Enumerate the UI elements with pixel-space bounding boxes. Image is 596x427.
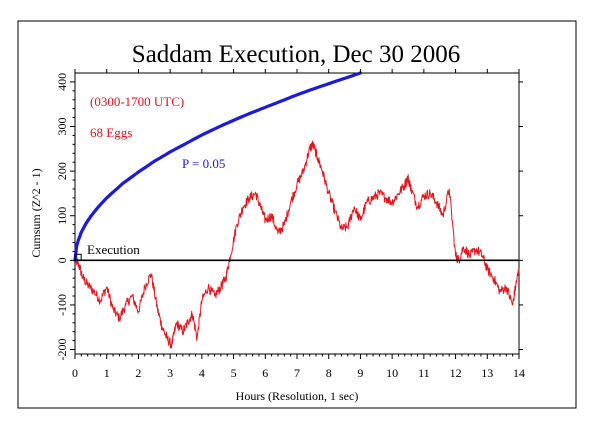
figure-frame (17, 20, 577, 409)
series-layer (73, 71, 520, 349)
x-tick-label: 11 (418, 366, 430, 380)
x-tick-label: 3 (167, 366, 173, 380)
time-window-annotation: (0300-1700 UTC) (90, 94, 184, 109)
cumsum-series-line (74, 140, 520, 349)
x-axis-label: Hours (Resolution, 1 sec) (236, 389, 359, 403)
x-tick-label: 1 (104, 366, 110, 380)
x-tick-label: 7 (294, 366, 300, 380)
x-tick-label: 5 (231, 366, 237, 380)
x-tick-label: 12 (450, 366, 462, 380)
y-tick-label: 200 (55, 162, 69, 180)
x-tick-label: 8 (326, 366, 332, 380)
p-envelope-series-line (73, 71, 362, 262)
p-value-annotation: P = 0.05 (182, 156, 225, 171)
y-axis: -200 -100 0 100 200 300 400 (55, 73, 523, 361)
chart-title: Saddam Execution, Dec 30 2006 (132, 41, 460, 68)
plot-frame (74, 72, 520, 355)
x-tick-label: 6 (262, 366, 268, 380)
y-tick-label: 300 (55, 118, 69, 136)
execution-marker (74, 253, 82, 261)
x-axis: 0 1 2 3 4 5 6 7 8 9 10 11 12 13 14 (72, 69, 525, 380)
execution-annotation: Execution (87, 242, 140, 257)
plot-area (73, 71, 520, 355)
y-tick-label: -200 (55, 339, 69, 361)
x-tick-label: 13 (481, 366, 493, 380)
y-tick-label: 100 (55, 207, 69, 225)
x-tick-label: 0 (72, 366, 78, 380)
x-tick-label: 14 (513, 366, 525, 380)
y-tick-label: 400 (55, 73, 69, 91)
y-tick-label: -100 (55, 294, 69, 316)
y-axis-label: Cumsum (Z^2 - 1) (29, 168, 43, 257)
eggs-annotation: 68 Eggs (90, 125, 132, 140)
x-tick-label: 9 (357, 366, 363, 380)
x-tick-label: 4 (199, 366, 205, 380)
x-tick-label: 10 (386, 366, 398, 380)
x-tick-label: 2 (135, 366, 141, 380)
y-tick-label: 0 (55, 257, 69, 263)
